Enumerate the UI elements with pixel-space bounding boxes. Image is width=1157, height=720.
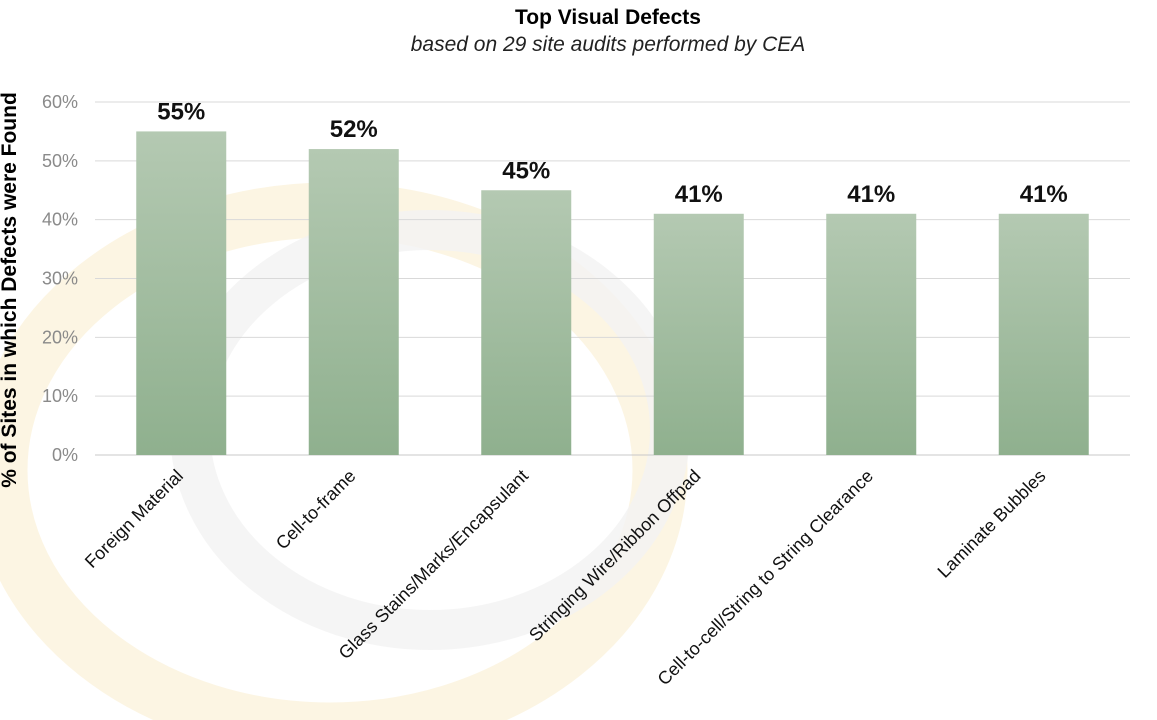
- x-category-label: Glass Stains/Marks/Encapsulant: [335, 466, 532, 663]
- data-labels: 55% 52% 45% 41% 41% 41%: [157, 98, 1068, 207]
- x-category-label: Foreign Material: [81, 466, 187, 572]
- y-tick-label: 10%: [42, 386, 78, 406]
- y-tick-label: 0%: [52, 445, 78, 465]
- bar: [308, 149, 399, 456]
- data-label: 52%: [330, 116, 378, 143]
- data-label: 55%: [157, 98, 205, 125]
- x-category-label: Laminate Bubbles: [934, 466, 1050, 582]
- bar: [826, 213, 917, 455]
- bar: [653, 213, 744, 455]
- y-tick-label: 60%: [42, 92, 78, 112]
- x-category-label: Cell-to-cell/String to String Clearance: [654, 466, 878, 690]
- x-category-label: Cell-to-frame: [272, 466, 360, 554]
- bar: [998, 213, 1089, 455]
- data-label: 41%: [847, 181, 895, 208]
- y-tick-label: 50%: [42, 151, 78, 171]
- chart-title: Top Visual Defects: [515, 6, 701, 29]
- y-tick-label: 30%: [42, 269, 78, 289]
- chart-subtitle: based on 29 site audits performed by CEA: [410, 33, 806, 56]
- bar: [136, 131, 227, 455]
- data-label: 45%: [502, 157, 550, 184]
- x-category-label: Stringing Wire/Ribbon Offpad: [525, 466, 704, 645]
- y-tick-label: 20%: [42, 327, 78, 347]
- gridlines: [95, 101, 1130, 456]
- bar: [481, 190, 572, 455]
- data-label: 41%: [1020, 181, 1068, 208]
- y-axis-ticks: 0% 10% 20% 30% 40% 50% 60%: [42, 92, 78, 465]
- data-label: 41%: [675, 181, 723, 208]
- y-tick-label: 40%: [42, 210, 78, 230]
- bars: [136, 131, 1089, 456]
